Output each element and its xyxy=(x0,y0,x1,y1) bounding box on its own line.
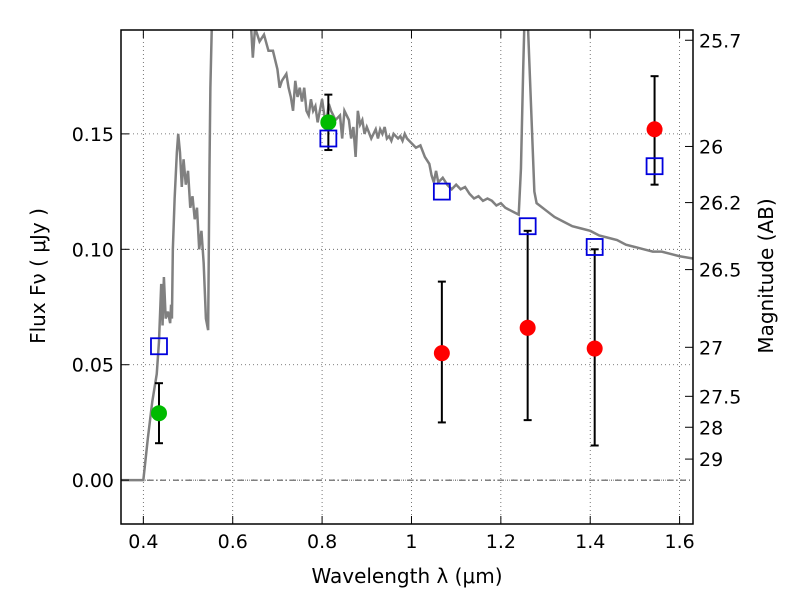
y2-tick-label: 27.5 xyxy=(699,386,741,408)
y-tick-label: 0.15 xyxy=(72,124,114,146)
y-tick-label: 0.10 xyxy=(72,239,114,261)
upper-limit-point xyxy=(433,345,450,362)
data-markers xyxy=(150,75,664,447)
x-tick-label: 1.6 xyxy=(664,531,694,553)
x-tick-label: 1.2 xyxy=(486,531,516,553)
y-tick-label: 0.00 xyxy=(72,470,114,492)
x-tick-label: 0.6 xyxy=(218,531,248,553)
detection-point xyxy=(150,405,167,422)
y-axis-label: Flux Fν ( μJy ) xyxy=(26,208,50,344)
model-flux-square xyxy=(645,157,664,176)
model-flux-square xyxy=(432,182,451,201)
y2-tick-label: 26 xyxy=(699,136,723,158)
model-sed-line xyxy=(121,30,693,482)
detection-point xyxy=(320,114,337,131)
upper-limit-point xyxy=(586,340,603,357)
plot-area xyxy=(121,30,693,524)
y2-tick-label: 29 xyxy=(699,449,723,471)
y2-tick-label: 28 xyxy=(699,417,723,439)
y-tick-label: 0.05 xyxy=(72,355,114,377)
y2-tick-label: 25.7 xyxy=(699,30,741,52)
x-tick-label: 1 xyxy=(405,531,417,553)
x-axis-label: Wavelength λ (μm) xyxy=(311,564,502,588)
model-flux-square xyxy=(319,129,338,148)
y2-tick-label: 26.2 xyxy=(699,193,741,215)
y2-tick-label: 26.5 xyxy=(699,260,741,282)
y2-tick-label: 27 xyxy=(699,337,723,359)
y2-axis-label: Magnitude (AB) xyxy=(754,198,778,353)
model-flux-square xyxy=(585,238,604,256)
model-flux-square xyxy=(518,217,537,236)
model-flux-square xyxy=(150,337,168,356)
upper-limit-point xyxy=(519,319,536,336)
plot-frame xyxy=(120,29,694,525)
x-tick-label: 1.4 xyxy=(575,531,605,553)
upper-limit-point xyxy=(646,121,663,138)
axis-ticks: 0.4 0.6 0.8 1 1.2 1.4 1.6 0.00 0.05 0.10 0.15 25.7 2… xyxy=(72,30,741,553)
x-tick-label: 0.8 xyxy=(307,531,337,553)
x-tick-label: 0.4 xyxy=(128,531,158,553)
